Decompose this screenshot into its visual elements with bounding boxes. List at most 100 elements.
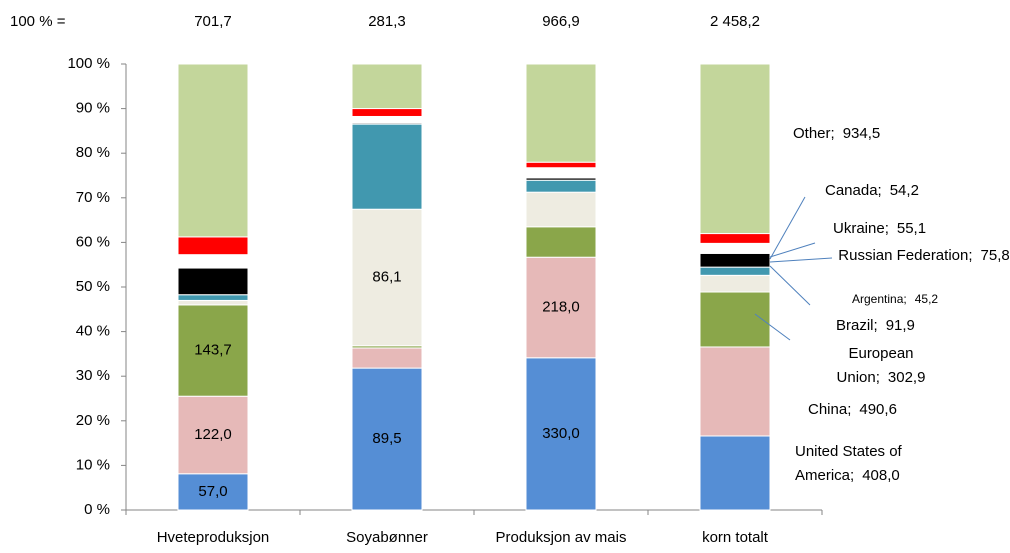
data-label: 218,0 [542, 298, 580, 315]
bar-segment [351, 115, 423, 124]
leader-line [754, 313, 791, 341]
bar-segment [525, 179, 597, 193]
bar-segment [525, 226, 597, 258]
bar-segment [699, 266, 771, 276]
separator: ; [850, 467, 855, 484]
total-value: 701,7 [194, 13, 232, 30]
data-label: 302,9 [887, 369, 926, 386]
y-tick-label: 0 % [84, 501, 110, 518]
separator: ; [903, 292, 907, 306]
data-label: 143,7 [194, 342, 232, 359]
callout-label: Argentina; 45,2 [852, 287, 1010, 311]
data-label: 408,0 [862, 467, 900, 484]
data-label: 75,8 [980, 247, 1010, 264]
separator: ; [873, 317, 878, 334]
x-tick-label: Soyabønner [346, 529, 428, 546]
legend-name: Other [793, 125, 831, 142]
callout-label: Other; 934,5 [793, 122, 993, 146]
bar-segment [699, 233, 771, 244]
bar-segment [699, 435, 771, 511]
bar-segment [699, 252, 771, 268]
bar-segment [177, 254, 249, 269]
legend-name: Russian Federation [838, 247, 969, 264]
callout-label: Canada; 54,2 [825, 179, 1005, 203]
separator: ; [847, 401, 852, 418]
y-tick-label: 10 % [76, 456, 110, 473]
legend-name: European Union [836, 345, 914, 386]
separator: ; [968, 247, 973, 264]
bar-segment [177, 304, 249, 397]
y-tick-label: 50 % [76, 278, 110, 295]
bar-segment [525, 256, 597, 359]
y-tick-label: 60 % [76, 233, 110, 250]
bar-segment [699, 242, 771, 254]
bar-segment [699, 274, 771, 293]
bar-segment [177, 236, 249, 256]
callout-label: European Union; 302,9 [806, 342, 956, 390]
separator: ; [875, 369, 880, 386]
total-label: 100 % = [10, 13, 66, 30]
bar-segment [351, 208, 423, 347]
legend-name: Brazil [836, 317, 874, 334]
bar-segment [351, 63, 423, 110]
legend-name: United States of America [795, 443, 902, 484]
leader-line [769, 265, 811, 306]
y-tick-label: 30 % [76, 367, 110, 384]
total-value: 281,3 [368, 13, 406, 30]
data-label: 54,2 [889, 182, 919, 199]
legend-name: Canada [825, 182, 878, 199]
bar-segment [351, 108, 423, 117]
y-tick-label: 100 % [67, 55, 110, 72]
bar-segment [177, 294, 249, 301]
data-label: 122,0 [194, 426, 232, 443]
bar-segment [525, 191, 597, 228]
bar-segment [351, 347, 423, 369]
x-tick-label: korn totalt [702, 529, 769, 546]
bar-segment [525, 357, 597, 511]
bar-segment [177, 63, 249, 238]
data-label: 45,2 [914, 292, 939, 306]
callout-label: Russian Federation; 75,8 [838, 244, 1010, 268]
leader-line [769, 196, 806, 260]
separator: ; [884, 220, 889, 237]
data-label: 86,1 [372, 268, 401, 285]
y-tick-label: 70 % [76, 189, 110, 206]
leader-line [769, 242, 816, 258]
bar-segment [177, 395, 249, 475]
callout-label: China; 490,6 [808, 398, 1008, 422]
legend-name: Ukraine [833, 220, 885, 237]
callout-label: Brazil; 91,9 [836, 314, 1006, 338]
callout-label: United States of America; 408,0 [795, 440, 960, 488]
bar-segment [351, 123, 423, 210]
data-label: 934,5 [842, 125, 881, 142]
data-label: 490,6 [859, 401, 897, 418]
data-label: 57,0 [198, 483, 227, 500]
bar-segment [177, 267, 249, 296]
y-tick-label: 20 % [76, 412, 110, 429]
bar-segment [177, 299, 249, 306]
data-label: 91,9 [885, 317, 915, 334]
bar-segment [351, 367, 423, 511]
y-tick-label: 80 % [76, 144, 110, 161]
data-label: 330,0 [542, 425, 580, 442]
callout-label: Ukraine; 55,1 [833, 217, 1003, 241]
data-label: 55,1 [896, 220, 927, 237]
total-value: 2 458,2 [710, 13, 760, 30]
data-label: 89,5 [372, 430, 401, 447]
separator: ; [830, 125, 835, 142]
bar-segment [525, 167, 597, 179]
x-tick-label: Produksjon av mais [496, 529, 627, 546]
bar-segment [525, 63, 597, 163]
total-value: 966,9 [542, 13, 580, 30]
bar-segment [699, 291, 771, 348]
legend-name: Argentina [852, 292, 904, 306]
y-tick-label: 90 % [76, 100, 110, 117]
legend-name: China [808, 401, 848, 418]
leader-line [769, 257, 833, 263]
separator: ; [877, 182, 882, 199]
bar-segment [525, 161, 597, 169]
bar-segment [699, 63, 771, 235]
y-tick-label: 40 % [76, 323, 110, 340]
